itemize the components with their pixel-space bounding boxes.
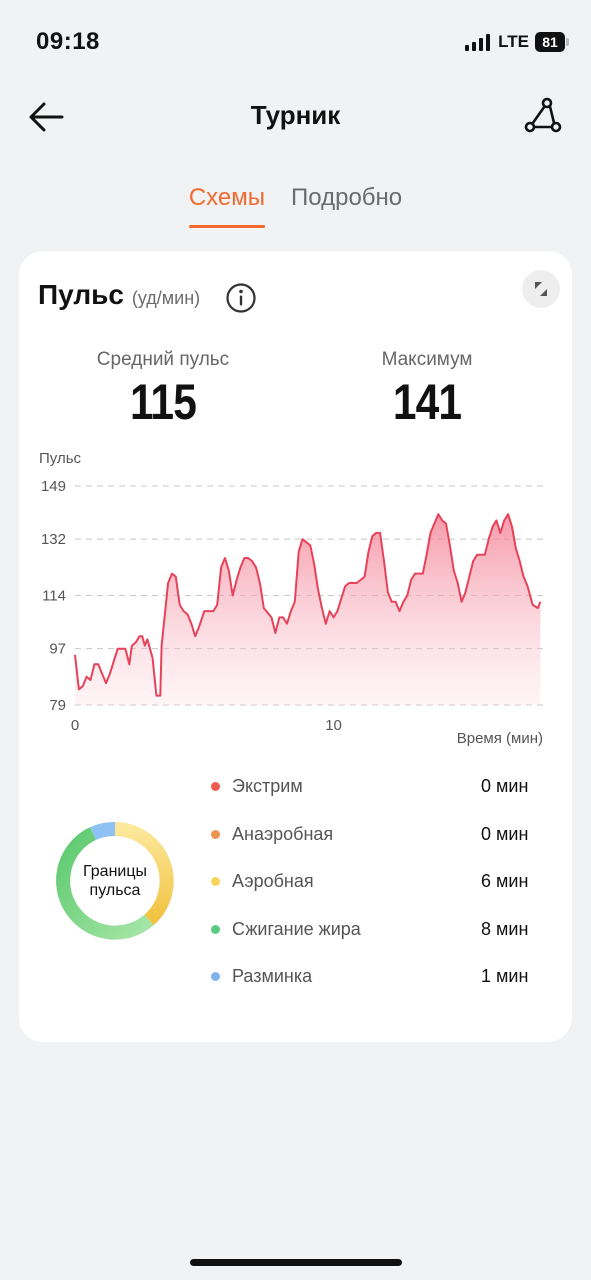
zones-donut: Границы пульса: [51, 817, 179, 945]
battery-icon: 81: [535, 32, 569, 52]
home-indicator[interactable]: [190, 1259, 402, 1266]
zones-donut-svg: [56, 822, 174, 940]
y-axis-title: Пульс: [39, 450, 82, 467]
zone-name: Разминка: [232, 966, 313, 987]
heart-rate-line: [74, 513, 542, 697]
zone-row: Экстрим 0 мин: [211, 763, 541, 811]
x-tick-label: 10: [325, 717, 342, 734]
stat-average-value: 115: [129, 374, 197, 430]
expand-button[interactable]: [522, 270, 560, 308]
zone-name: Экстрим: [232, 776, 303, 797]
zone-row: Сжигание жира 8 мин: [211, 906, 541, 954]
zone-arc-fatburn: [56, 827, 154, 940]
back-button[interactable]: [26, 96, 68, 138]
heart-rate-area: [75, 514, 541, 705]
heart-rate-card: Пульс (уд/мин) Средний пульс 115 Максиму…: [19, 251, 572, 1042]
expand-icon: [535, 282, 547, 296]
y-tick-label: 132: [41, 531, 66, 548]
status-indicators: LTE 81: [465, 32, 569, 52]
y-tick-label: 97: [49, 641, 66, 658]
zone-value: 8 мин: [481, 918, 529, 939]
y-tick-label: 79: [49, 697, 66, 714]
card-title-text: Пульс: [38, 279, 124, 310]
zone-value: 6 мин: [481, 871, 529, 892]
x-axis-title: Время (мин): [457, 730, 543, 747]
zones-donut-label: Границы пульса: [83, 863, 147, 899]
info-button[interactable]: [225, 282, 257, 314]
arrow-left-icon: [29, 102, 64, 132]
zone-dot: [211, 782, 220, 792]
zone-arc-warmup: [90, 822, 116, 841]
zone-name: Сжигание жира: [232, 918, 361, 939]
stat-maximum: Максимум 141: [307, 349, 547, 431]
network-type: LTE: [498, 32, 529, 51]
card-title-unit: (уд/мин): [131, 288, 201, 308]
stat-maximum-value: 141: [392, 374, 462, 430]
tab-details[interactable]: Подробно: [291, 184, 403, 211]
zone-name: Анаэробная: [232, 823, 334, 844]
zone-value: 0 мин: [481, 823, 529, 844]
tab-bar: Схемы Подробно: [0, 184, 591, 228]
zone-dot: [211, 829, 220, 839]
header: Турник: [0, 88, 591, 144]
zone-dot: [211, 972, 220, 982]
status-bar: 09:18 LTE 81: [0, 0, 591, 84]
zone-dot: [211, 877, 220, 887]
share-icon: [524, 97, 562, 133]
heart-rate-chart-svg: Пульс 149 132 114 97 79 0 10 Время (мин): [39, 450, 543, 747]
zone-arc-aerobic: [114, 822, 174, 926]
share-button[interactable]: [523, 96, 563, 136]
signal-icon: [465, 33, 491, 51]
x-tick-label: 0: [71, 717, 79, 734]
zones-list: Экстрим 0 мин Анаэробная 0 мин Аэробная …: [211, 763, 541, 1001]
stat-maximum-label: Максимум: [381, 349, 473, 370]
battery-level: 81: [535, 32, 565, 52]
status-time: 09:18: [36, 28, 100, 55]
zone-name: Аэробная: [232, 871, 314, 892]
zone-dot: [211, 924, 220, 934]
page-title: Турник: [250, 100, 341, 130]
stat-average-label: Средний пульс: [96, 349, 230, 370]
y-tick-label: 149: [41, 478, 66, 495]
zone-value: 0 мин: [481, 776, 529, 797]
zone-row: Аэробная 6 мин: [211, 858, 541, 906]
zone-row: Анаэробная 0 мин: [211, 811, 541, 859]
card-title: Пульс (уд/мин): [38, 279, 200, 311]
heart-rate-chart: Пульс 149 132 114 97 79 0 10 Время (мин): [19, 443, 572, 753]
zone-value: 1 мин: [481, 966, 529, 987]
tab-schemes[interactable]: Схемы: [188, 184, 266, 228]
stat-average: Средний пульс 115: [43, 349, 283, 431]
info-icon: [226, 283, 256, 313]
y-tick-label: 114: [42, 588, 66, 605]
zone-row: Разминка 1 мин: [211, 953, 541, 1001]
